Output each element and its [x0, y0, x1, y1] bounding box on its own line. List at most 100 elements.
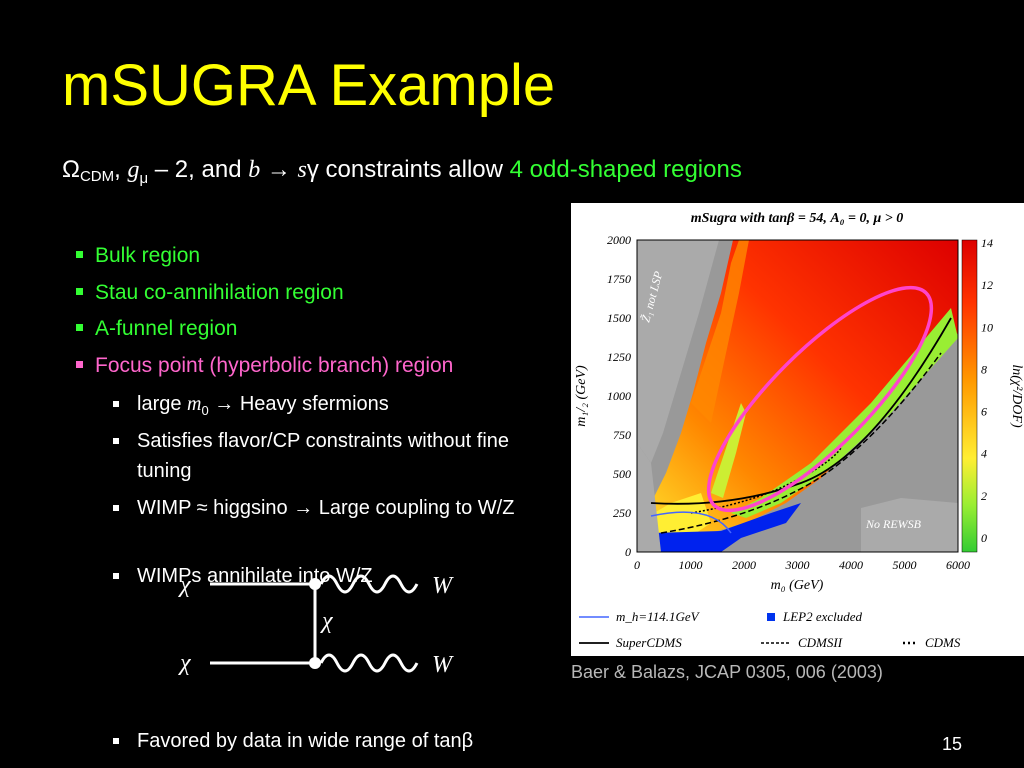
lead-statement: ΩCDM, gμ – 2, and b → sγ constraints all… — [62, 156, 742, 187]
zero-subscript: 0 — [201, 403, 209, 418]
legend-lep2-marker — [767, 613, 775, 621]
sub-bullet-marker — [113, 401, 119, 407]
constraints-text: constraints allow — [318, 156, 510, 183]
y-tick-label: 1750 — [607, 272, 631, 286]
sub-bullet-marker — [113, 438, 119, 444]
focus-point-highlight-ellipse — [706, 285, 934, 513]
colorbar-tick-label: 0 — [981, 531, 987, 545]
sub-bullet-marker — [113, 738, 119, 744]
y-tick-label: 1000 — [607, 389, 631, 403]
focus-point-green-band — [731, 308, 958, 518]
vertex-top — [309, 578, 321, 590]
large-text: large — [137, 393, 188, 415]
w-boson-wavy-top — [319, 574, 419, 594]
supercdms-contour — [650, 317, 952, 505]
omega-symbol: Ω — [62, 156, 80, 183]
page-number: 15 — [942, 734, 963, 754]
bullet-text: Bulk region — [95, 244, 201, 267]
chi-label-bottom: χ — [178, 650, 192, 676]
arrow-symbol: → — [260, 156, 298, 183]
higgs-mass-contour — [650, 511, 732, 534]
b-symbol: b — [248, 157, 261, 183]
y-tick-label: 1500 — [607, 311, 631, 325]
plot-area — [637, 240, 958, 552]
colorbar-tick-labels: 0 2 4 6 8 10 12 14 — [981, 236, 993, 545]
colorbar — [961, 239, 978, 553]
x-axis-label: m₀ (GeV) — [771, 578, 824, 593]
figure-legend: m_h=114.1GeV LEP2 excluded SuperCDMS CDM… — [579, 609, 961, 650]
colorbar-tick-label: 6 — [981, 405, 987, 419]
no-rewsb-region — [861, 498, 958, 552]
sub-bullet-text: Favored by data in wide range of tanβ — [137, 730, 474, 752]
bullet-text: A-funnel region — [95, 317, 238, 340]
w-label-top: W — [432, 573, 454, 599]
msugra-plot-svg: mSugra with tanβ = 54, A₀ = 0, μ > 0 Z̃₁… — [574, 211, 1024, 650]
bullet-text: Stau co-annihilation region — [95, 281, 344, 304]
x-tick-label: 6000 — [946, 558, 970, 572]
msugra-figure: mSugra with tanβ = 54, A₀ = 0, μ > 0 Z̃₁… — [571, 203, 1024, 656]
no-rewsb-label: No REWSB — [865, 517, 922, 531]
bullet-bulk-region: Bulk region — [76, 244, 200, 268]
cdmsii-contour — [660, 352, 942, 534]
not-lsp-region — [637, 240, 719, 463]
cdms-contour — [690, 447, 842, 514]
sub-bullet-marker — [113, 505, 119, 511]
not-lsp-region-lower — [637, 443, 661, 552]
x-tick-label: 3000 — [785, 558, 810, 572]
sub-bullet-flavor: Satisfies flavor/CP constraints without … — [113, 426, 568, 486]
colorbar-tick-label: 12 — [981, 278, 993, 292]
colorbar-tick-label: 2 — [981, 489, 987, 503]
w-boson-wavy-bottom — [319, 653, 419, 673]
sub-bullet-large-m0: large m0 → Heavy sfermions — [113, 389, 553, 426]
bullet-marker — [76, 324, 83, 331]
plot-frame — [636, 239, 959, 553]
x-tick-labels: 0 1000 2000 3000 4000 5000 6000 — [634, 558, 970, 572]
chi-label-top: χ — [178, 572, 192, 598]
colorbar-tick-label: 8 — [981, 362, 987, 376]
figure-caption: Baer & Balazs, JCAP 0305, 006 (2003) — [571, 662, 883, 682]
bullet-marker — [76, 251, 83, 258]
lep2-excluded-region — [651, 503, 801, 552]
y-tick-label: 1250 — [607, 350, 631, 364]
regions-highlight: 4 odd-shaped regions — [509, 156, 742, 183]
w-label-bottom: W — [432, 652, 454, 678]
x-tick-label: 2000 — [732, 558, 756, 572]
y-tick-labels: 0 250 500 750 1000 1250 1500 1750 2000 — [607, 233, 631, 559]
heatmap-main-region — [637, 240, 958, 552]
feynman-diagram: W W χ χ χ — [178, 572, 454, 678]
y-tick-label: 250 — [613, 506, 631, 520]
vertex-bottom — [309, 657, 321, 669]
y-tick-label: 0 — [625, 545, 631, 559]
bullet-focus-point-region: Focus point (hyperbolic branch) region — [76, 354, 453, 378]
legend-mh-label: m_h=114.1GeV — [616, 609, 701, 624]
minus-two-text: – 2, and — [148, 156, 249, 183]
x-tick-label: 0 — [634, 558, 640, 572]
colorbar-tick-label: 10 — [981, 320, 993, 334]
legend-supercdms-label: SuperCDMS — [616, 635, 682, 650]
y-axis-label: m₁/₂ (GeV) — [574, 365, 589, 427]
bullet-afunnel-region: A-funnel region — [76, 317, 237, 341]
sub-bullet-text: Satisfies flavor/CP constraints without … — [137, 430, 510, 482]
m-symbol: m — [187, 393, 202, 415]
sub-bullet-favored: Favored by data in wide range of tanβ — [113, 726, 593, 756]
colorbar-tick-label: 14 — [981, 236, 993, 250]
colorbar-label: ln(χ²/DOF) — [1009, 364, 1024, 428]
y-tick-label: 750 — [613, 428, 631, 442]
legend-cdms-label: CDMS — [925, 635, 961, 650]
y-tick-label: 2000 — [607, 233, 631, 247]
x-tick-label: 5000 — [893, 558, 917, 572]
heatmap-orange-band — [691, 240, 749, 423]
sub-bullet-text: WIMP ≈ higgsino → Large coupling to W/Z — [137, 497, 515, 519]
legend-lep2-label: LEP2 excluded — [782, 609, 863, 624]
x-tick-label: 4000 — [839, 558, 863, 572]
s-symbol: s — [297, 157, 307, 183]
bullet-marker — [76, 288, 83, 295]
gamma-symbol: γ — [306, 156, 319, 183]
mu-subscript: μ — [139, 169, 149, 187]
colorbar-tick-label: 4 — [981, 447, 987, 461]
g-symbol: g — [127, 157, 140, 183]
sub-bullet-marker — [113, 573, 119, 579]
stau-green-region — [711, 403, 746, 498]
slide-title: mSUGRA Example — [62, 53, 556, 118]
sub-bullet-wimp-higgsino: WIMP ≈ higgsino → Large coupling to W/Z — [113, 493, 543, 523]
